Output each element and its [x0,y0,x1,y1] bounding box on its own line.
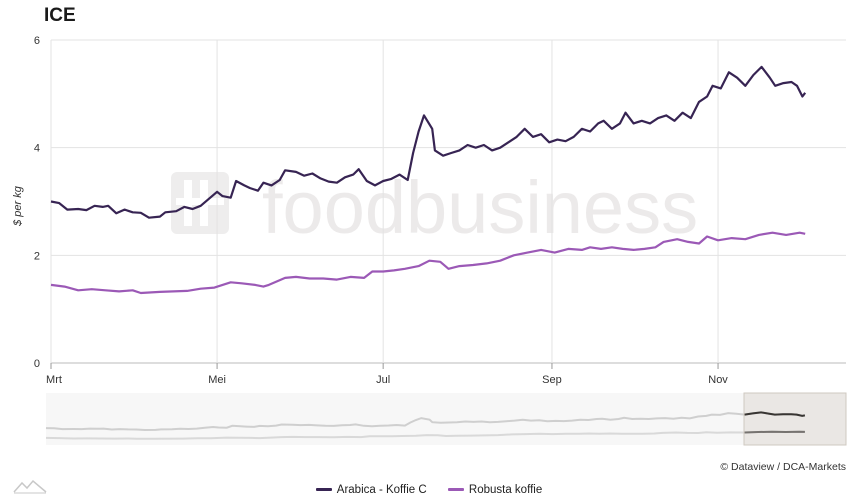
series-line-robusta[interactable] [50,231,806,295]
legend-swatch-arabica [315,488,332,491]
legend-item-arabica[interactable]: Arabica - Koffie C [315,483,427,496]
navigator-window[interactable] [743,392,847,446]
navigator-line-selected [744,411,806,417]
x-tick-label: Mrt [46,374,62,386]
navigator[interactable] [45,392,847,446]
series-line-arabica[interactable] [50,65,807,219]
credit-text: © Dataview / DCA-Markets [720,461,846,473]
x-tick-label: Nov [708,374,728,386]
chart-title: ICE [44,5,76,26]
watermark-text: foodbusiness [262,166,698,249]
navigator-line [45,411,806,432]
mountain-logo-icon [13,479,47,494]
navigator-line-selected [744,430,805,434]
y-axis-label: $ per kg [12,185,24,227]
x-tick-label: Mei [208,374,226,386]
navigator-line [45,430,805,440]
legend-label-arabica: Arabica - Koffie C [336,483,427,496]
y-tick-label: 4 [34,143,40,155]
grid [50,39,846,369]
legend-item-robusta[interactable]: Robusta koffie [447,483,543,496]
legend-swatch-robusta [447,488,464,491]
x-tick-label: Jul [376,374,390,386]
chart-svg: foodbusiness 0 2 4 6 Mrt Mei Jul Sep Nov $ per … [12,35,847,446]
y-tick-label: 2 [34,250,40,262]
y-axis: 0 2 4 6 [34,35,40,370]
legend: Arabica - Koffie C Robusta koffie [0,482,858,496]
y-tick-label: 0 [34,358,40,370]
series-group [50,65,807,295]
legend-label-robusta: Robusta koffie [468,483,543,496]
watermark-logo [171,172,229,234]
x-axis: Mrt Mei Jul Sep Nov [46,374,728,386]
x-tick-label: Sep [542,374,562,386]
y-tick-label: 6 [34,35,40,47]
